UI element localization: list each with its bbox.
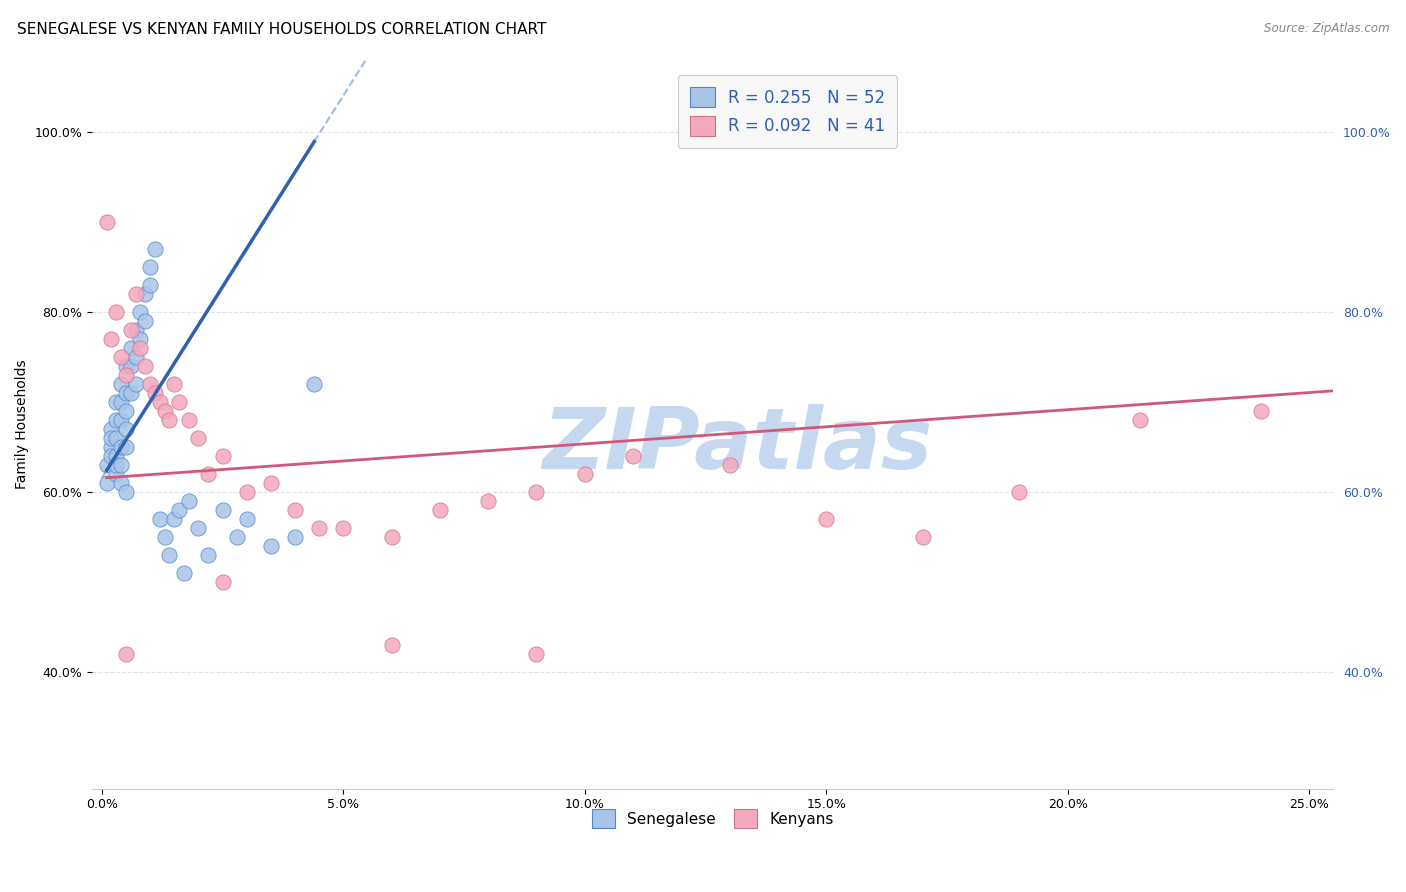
Point	[120, 341, 142, 355]
Point	[149, 511, 172, 525]
Point	[115, 403, 138, 417]
Point	[124, 322, 146, 336]
Point	[129, 332, 152, 346]
Point	[187, 520, 209, 534]
Point	[129, 304, 152, 318]
Point	[139, 277, 162, 292]
Point	[197, 467, 219, 481]
Point	[124, 376, 146, 391]
Point	[110, 475, 132, 490]
Point	[177, 493, 200, 508]
Point	[211, 574, 233, 589]
Point	[260, 539, 283, 553]
Point	[105, 449, 128, 463]
Point	[304, 376, 326, 391]
Point	[105, 304, 128, 318]
Text: ZIPatlas: ZIPatlas	[543, 404, 932, 487]
Point	[381, 530, 404, 544]
Point	[621, 449, 644, 463]
Point	[100, 440, 122, 454]
Point	[1008, 484, 1031, 499]
Point	[124, 350, 146, 364]
Point	[134, 313, 156, 327]
Point	[110, 394, 132, 409]
Point	[120, 359, 142, 373]
Point	[477, 493, 499, 508]
Legend: Senegalese, Kenyans: Senegalese, Kenyans	[585, 802, 841, 836]
Point	[105, 412, 128, 426]
Point	[718, 458, 741, 472]
Point	[96, 458, 118, 472]
Point	[187, 431, 209, 445]
Point	[115, 368, 138, 382]
Point	[115, 359, 138, 373]
Point	[235, 484, 257, 499]
Point	[235, 511, 257, 525]
Point	[159, 548, 181, 562]
Point	[110, 440, 132, 454]
Point	[100, 449, 122, 463]
Point	[815, 511, 838, 525]
Point	[100, 431, 122, 445]
Point	[105, 458, 128, 472]
Point	[284, 530, 307, 544]
Point	[153, 530, 176, 544]
Point	[308, 520, 330, 534]
Point	[115, 385, 138, 400]
Text: Source: ZipAtlas.com: Source: ZipAtlas.com	[1264, 22, 1389, 36]
Point	[115, 440, 138, 454]
Point	[120, 385, 142, 400]
Point	[177, 412, 200, 426]
Point	[167, 394, 190, 409]
Point	[260, 475, 283, 490]
Point	[96, 475, 118, 490]
Point	[226, 530, 249, 544]
Point	[526, 484, 548, 499]
Point	[110, 350, 132, 364]
Point	[1129, 412, 1152, 426]
Point	[120, 322, 142, 336]
Point	[110, 412, 132, 426]
Point	[100, 421, 122, 435]
Point	[134, 359, 156, 373]
Point	[129, 341, 152, 355]
Point	[115, 421, 138, 435]
Point	[429, 502, 451, 516]
Point	[211, 449, 233, 463]
Point	[197, 548, 219, 562]
Point	[110, 376, 132, 391]
Point	[153, 403, 176, 417]
Point	[134, 286, 156, 301]
Point	[115, 484, 138, 499]
Point	[143, 385, 166, 400]
Point	[105, 467, 128, 481]
Point	[139, 260, 162, 274]
Y-axis label: Family Households: Family Households	[15, 359, 30, 489]
Point	[163, 511, 186, 525]
Point	[100, 332, 122, 346]
Point	[96, 214, 118, 228]
Point	[124, 286, 146, 301]
Point	[110, 458, 132, 472]
Point	[1250, 403, 1272, 417]
Text: SENEGALESE VS KENYAN FAMILY HOUSEHOLDS CORRELATION CHART: SENEGALESE VS KENYAN FAMILY HOUSEHOLDS C…	[17, 22, 547, 37]
Point	[139, 376, 162, 391]
Point	[911, 530, 934, 544]
Point	[105, 394, 128, 409]
Point	[105, 431, 128, 445]
Point	[574, 467, 596, 481]
Point	[284, 502, 307, 516]
Point	[211, 502, 233, 516]
Point	[159, 412, 181, 426]
Point	[163, 376, 186, 391]
Point	[173, 566, 195, 580]
Point	[332, 520, 354, 534]
Point	[115, 647, 138, 661]
Point	[149, 394, 172, 409]
Point	[526, 647, 548, 661]
Point	[381, 638, 404, 652]
Point	[143, 242, 166, 256]
Point	[167, 502, 190, 516]
